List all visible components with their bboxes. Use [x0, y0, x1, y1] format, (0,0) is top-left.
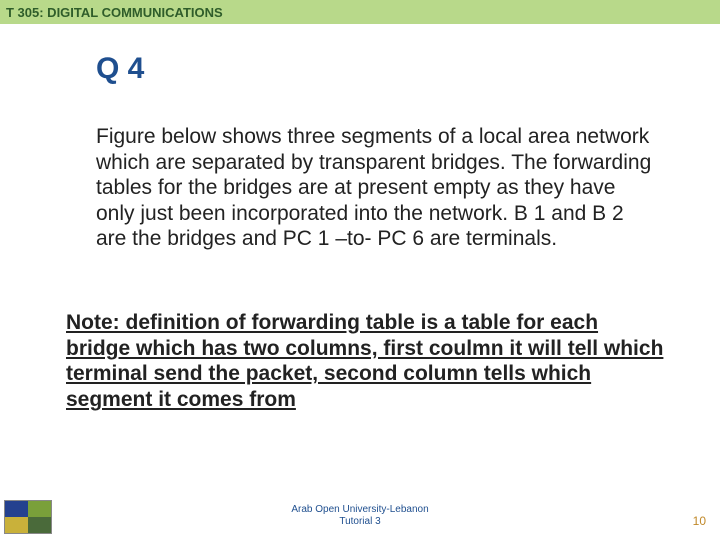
question-paragraph: Figure below shows three segments of a l…	[96, 124, 656, 252]
slide: T 305: DIGITAL COMMUNICATIONS Q 4 Figure…	[0, 0, 720, 540]
page-number: 10	[693, 514, 706, 528]
header-title: T 305: DIGITAL COMMUNICATIONS	[6, 5, 223, 20]
header-bar: T 305: DIGITAL COMMUNICATIONS	[0, 0, 720, 24]
question-label: Q 4	[96, 52, 144, 86]
note-paragraph: Note: definition of forwarding table is …	[66, 310, 666, 412]
footer-line1: Arab Open University-Lebanon	[0, 504, 720, 516]
footer-center: Arab Open University-Lebanon Tutorial 3	[0, 504, 720, 528]
slide-body: Q 4 Figure below shows three segments of…	[0, 24, 720, 540]
footer-line2: Tutorial 3	[0, 516, 720, 528]
